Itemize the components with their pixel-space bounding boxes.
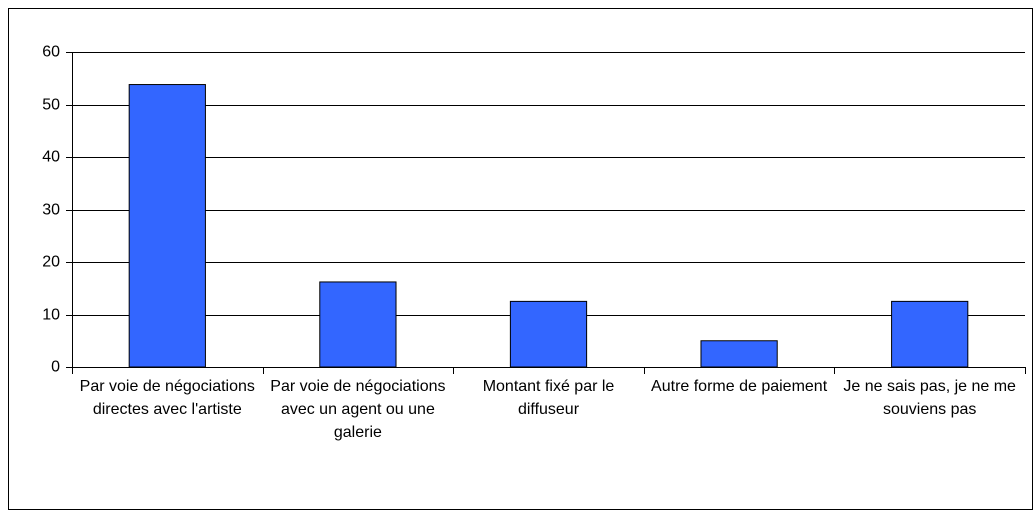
bar bbox=[700, 340, 778, 368]
y-tick-label: 60 bbox=[42, 44, 60, 61]
y-tick-label: 30 bbox=[42, 202, 60, 219]
x-tick-label: Par voie de négociations avec un agent o… bbox=[270, 378, 446, 441]
bar bbox=[319, 281, 397, 368]
bar bbox=[891, 300, 969, 368]
y-tick-label: 0 bbox=[51, 359, 60, 376]
x-tick-label: Par voie de négociations directes avec l… bbox=[79, 378, 255, 418]
bar bbox=[509, 300, 588, 368]
y-tick-label: 20 bbox=[42, 254, 60, 271]
x-tick-label: Je ne sais pas, je ne me souviens pas bbox=[843, 378, 1016, 418]
y-tick-label: 40 bbox=[42, 149, 60, 166]
x-tick-label: Autre forme de paiement bbox=[651, 378, 828, 395]
y-tick-label: 10 bbox=[42, 307, 60, 324]
bar bbox=[128, 84, 206, 368]
y-tick-label: 50 bbox=[42, 97, 60, 114]
x-tick-label: Montant fixé par le diffuseur bbox=[482, 378, 615, 418]
